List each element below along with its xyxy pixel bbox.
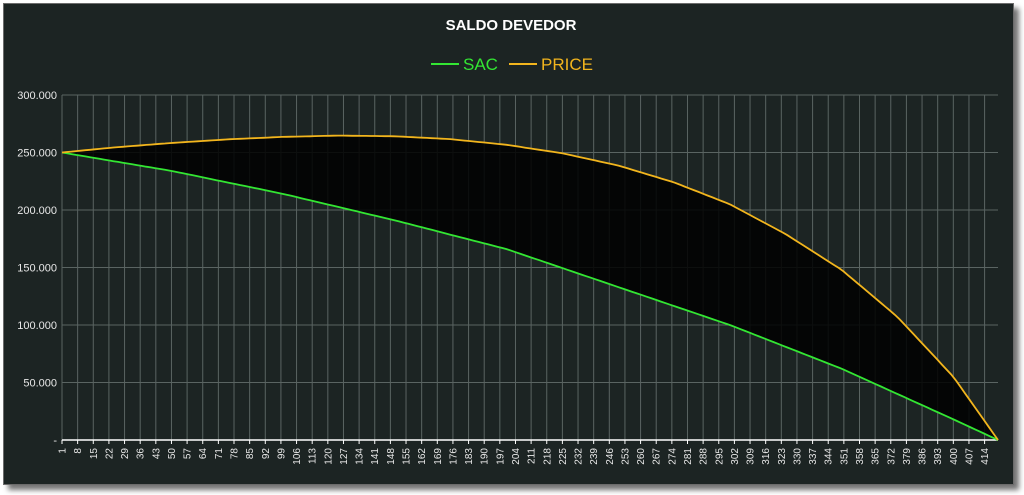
x-tick-label: 22 — [104, 448, 115, 460]
x-tick-label: 372 — [886, 448, 897, 465]
x-tick-label: 302 — [730, 448, 741, 465]
x-tick-label: 323 — [777, 448, 788, 465]
x-tick-label: 232 — [574, 448, 585, 465]
x-axis-ticks: 1 8 15 22 29 36 43 50 57 64 71 78 85 92 99 106 113 120 127… — [58, 440, 991, 465]
x-tick-label: 253 — [620, 448, 631, 465]
x-tick-label: 288 — [699, 448, 710, 465]
y-tick-label: 150.000 — [17, 263, 57, 275]
y-tick-label: 100.000 — [17, 320, 57, 332]
x-tick-label: 162 — [417, 448, 428, 465]
legend-label-price: PRICE — [541, 55, 593, 74]
x-tick-label: 113 — [308, 448, 319, 464]
legend: SAC PRICE — [431, 55, 593, 74]
x-tick-label: 204 — [511, 448, 522, 465]
x-tick-label: 43 — [151, 448, 162, 460]
x-tick-label: 365 — [871, 448, 882, 465]
x-tick-label: 239 — [589, 448, 600, 465]
y-tick-label: 250.000 — [17, 148, 57, 160]
x-tick-label: 414 — [980, 448, 991, 465]
x-tick-label: 407 — [964, 448, 975, 465]
y-tick-label: 50.000 — [23, 378, 57, 390]
x-tick-label: 190 — [480, 448, 491, 465]
x-tick-label: 358 — [855, 448, 866, 465]
x-tick-label: 57 — [183, 448, 194, 460]
series-line-price — [61, 134, 999, 441]
difference-area — [62, 135, 998, 440]
x-tick-label: 274 — [667, 448, 678, 465]
x-tick-label: 183 — [464, 448, 475, 465]
x-tick-label: 211 — [527, 448, 538, 464]
x-tick-label: 351 — [839, 448, 850, 465]
x-tick-label: 141 — [370, 448, 381, 465]
x-tick-label: 309 — [746, 448, 757, 465]
y-tick-label: 300.000 — [17, 90, 57, 102]
x-tick-label: 106 — [292, 448, 303, 465]
x-tick-label: 71 — [214, 448, 225, 460]
x-tick-label: 127 — [339, 448, 350, 465]
x-tick-label: 295 — [714, 448, 725, 465]
y-tick-label: 200.000 — [17, 205, 57, 217]
x-tick-label: 85 — [245, 448, 256, 460]
legend-label-sac: SAC — [463, 55, 498, 74]
x-tick-label: 337 — [808, 448, 819, 465]
x-tick-label: 316 — [761, 448, 772, 465]
x-tick-label: 148 — [386, 448, 397, 465]
x-tick-label: 8 — [73, 448, 84, 454]
x-tick-label: 218 — [542, 448, 553, 465]
x-tick-label: 379 — [902, 448, 913, 465]
x-tick-label: 50 — [167, 448, 178, 460]
x-tick-label: 36 — [136, 448, 147, 460]
x-tick-label: 92 — [261, 448, 272, 460]
x-tick-label: 15 — [89, 448, 100, 460]
x-tick-label: 176 — [448, 448, 459, 465]
x-tick-label: 246 — [605, 448, 616, 465]
x-tick-label: 1 — [58, 448, 69, 454]
x-tick-label: 393 — [933, 448, 944, 465]
x-tick-label: 400 — [949, 448, 960, 465]
x-tick-label: 120 — [323, 448, 334, 465]
x-tick-label: 267 — [652, 448, 663, 465]
x-tick-label: 64 — [198, 448, 209, 460]
x-tick-label: 197 — [495, 448, 506, 465]
y-tick-label: - — [53, 435, 57, 447]
x-tick-label: 78 — [230, 448, 241, 460]
line-chart: SALDO DEVEDOR SAC PRICE -50.000100.00015… — [17, 17, 999, 465]
chart-frame: SALDO DEVEDOR SAC PRICE -50.000 100.000 15… — [3, 3, 1014, 485]
x-tick-label: 281 — [683, 448, 694, 465]
x-tick-label: 134 — [355, 448, 366, 465]
series-line-sac — [61, 151, 999, 441]
x-tick-label: 386 — [918, 448, 929, 465]
chart-title: SALDO DEVEDOR — [446, 17, 577, 34]
x-tick-label: 169 — [433, 448, 444, 465]
x-tick-label: 260 — [636, 448, 647, 465]
y-axis-ticks: - 50.000 100.000 150.000 200.000 250.000 300.0… — [17, 90, 57, 447]
x-tick-label: 225 — [558, 448, 569, 465]
x-tick-label: 344 — [824, 448, 835, 465]
x-tick-label: 29 — [120, 448, 131, 460]
x-tick-label: 330 — [792, 448, 803, 465]
x-tick-label: 99 — [276, 448, 287, 460]
x-tick-label: 155 — [402, 448, 413, 465]
